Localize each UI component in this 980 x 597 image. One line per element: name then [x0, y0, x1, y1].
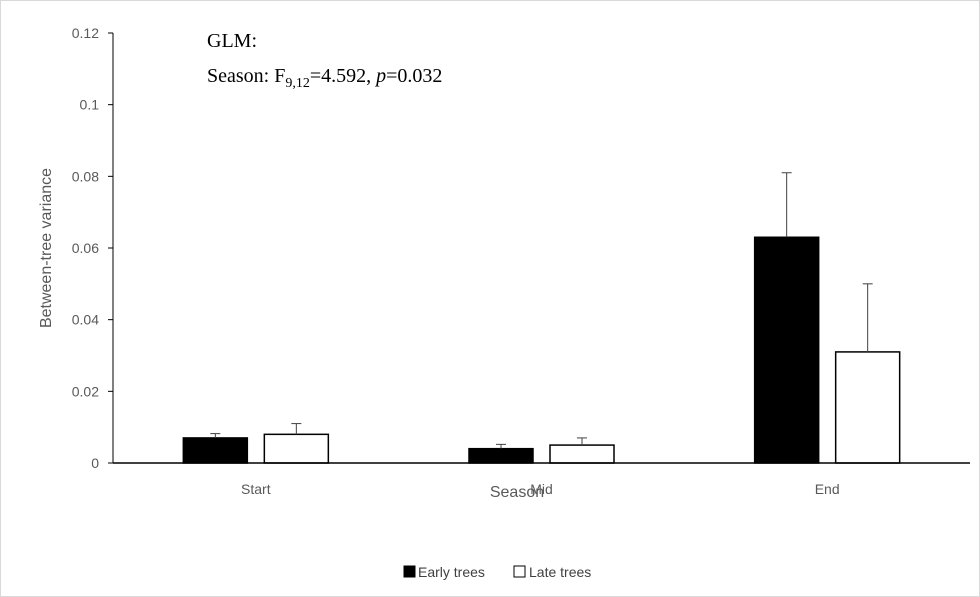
- bar-late-trees-mid: [549, 444, 615, 464]
- y-tick-label: 0.08: [72, 168, 99, 184]
- y-tick-label: 0.04: [72, 312, 99, 328]
- bar-late-trees-end: [834, 351, 901, 464]
- x-tick-label-end: End: [815, 481, 840, 497]
- y-axis-title: Between-tree variance: [38, 168, 55, 328]
- bar-late-trees-start: [263, 433, 330, 464]
- legend-swatch-late-trees: [513, 565, 526, 578]
- annotation-p-symbol: p: [374, 65, 386, 87]
- legend-label-early-trees: Early trees: [418, 564, 485, 580]
- y-tick-label: 0.06: [72, 240, 99, 256]
- bar-early-trees-start: [182, 437, 249, 464]
- legend-swatch-early-trees: [403, 565, 416, 578]
- legend: Early trees Late trees: [403, 564, 591, 580]
- x-axis-title: Season: [490, 484, 544, 501]
- annotation-line-2: Season: F9,12=4.592, p=0.032: [207, 65, 442, 91]
- y-tick-label: 0: [91, 455, 99, 471]
- bar-early-trees-end: [753, 236, 820, 464]
- glm-annotation: GLM: Season: F9,12=4.592, p=0.032: [207, 30, 442, 91]
- x-tick-label-start: Start: [241, 481, 271, 497]
- y-tick-label: 0.1: [80, 97, 100, 113]
- legend-label-late-trees: Late trees: [529, 564, 591, 580]
- bar-early-trees-mid: [468, 447, 534, 464]
- x-tick-label-mid: Mid: [530, 481, 553, 497]
- y-tick-label: 0.02: [72, 383, 99, 399]
- annotation-season-f: Season: F: [207, 65, 285, 87]
- annotation-line-1: GLM:: [207, 30, 257, 52]
- y-tick-label: 0.12: [72, 25, 99, 41]
- annotation-f-value: =4.592,: [310, 65, 376, 87]
- annotation-p-value: =0.032: [386, 65, 442, 87]
- annotation-degrees-of-freedom: 9,12: [285, 76, 310, 91]
